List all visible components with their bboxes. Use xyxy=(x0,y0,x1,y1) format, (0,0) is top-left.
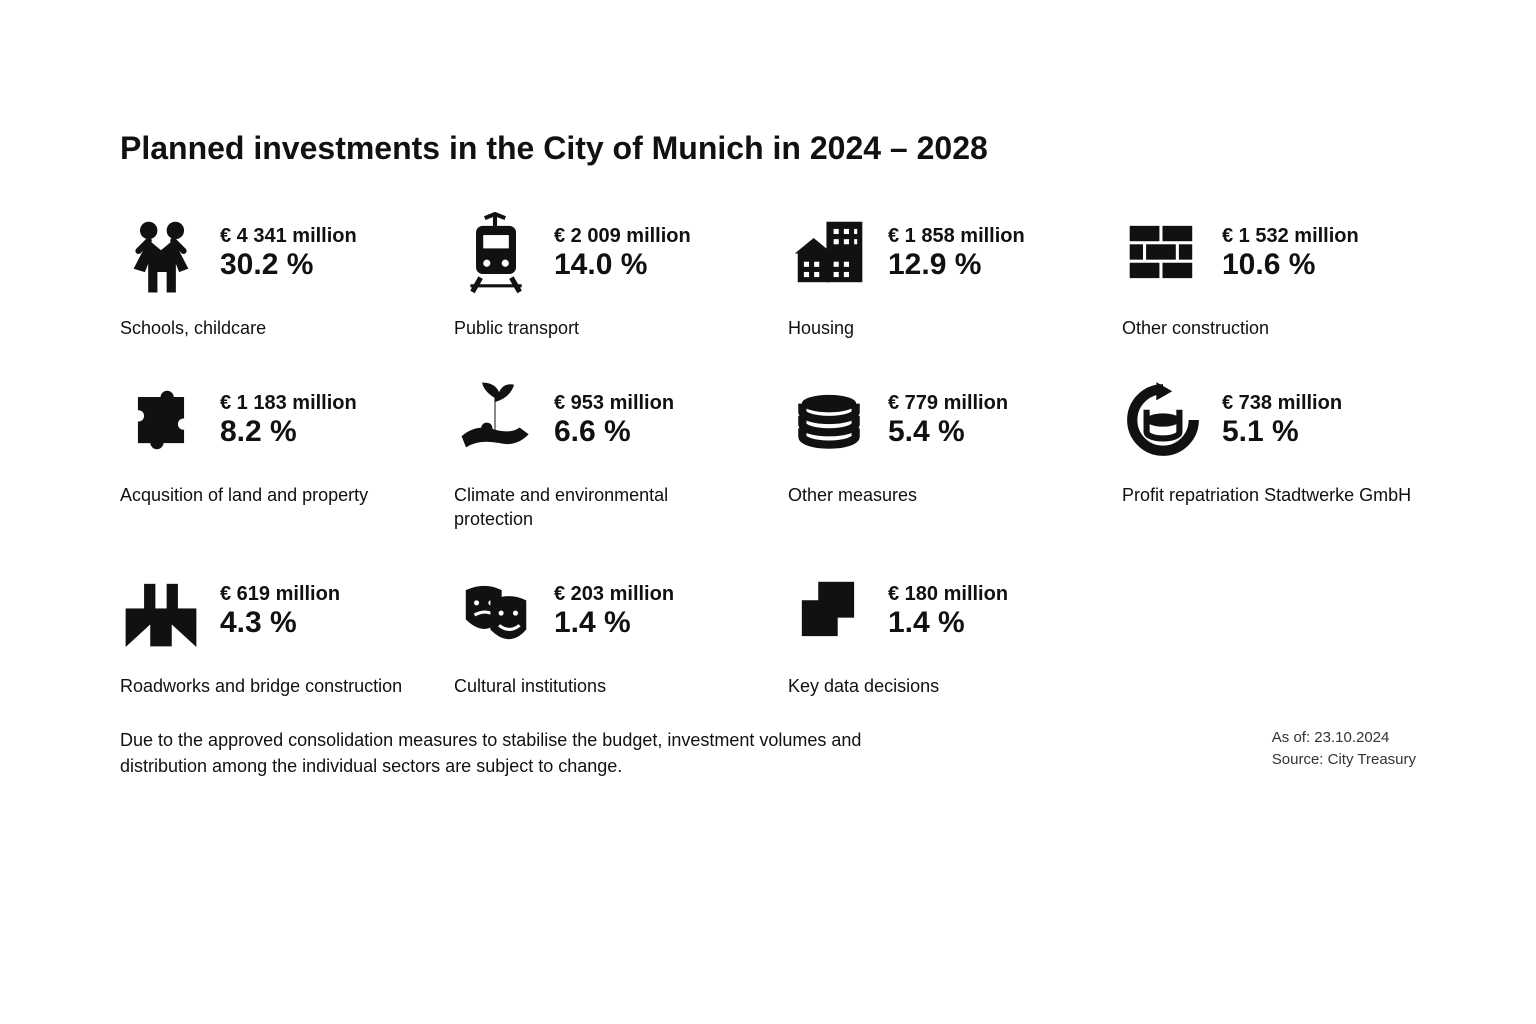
category-label: Profit repatriation Stadtwerke GmbH xyxy=(1122,484,1416,507)
squares-icon xyxy=(788,570,870,652)
amount: € 953 million xyxy=(554,392,674,415)
category-label: Public transport xyxy=(454,317,748,340)
investment-item: € 953 million6.6 % Climate and environmen… xyxy=(454,370,748,531)
puzzle-icon xyxy=(120,379,202,461)
category-label: Climate and environmental protection xyxy=(454,484,748,531)
plant-icon xyxy=(454,379,536,461)
category-label: Schools, childcare xyxy=(120,317,414,340)
coins-icon xyxy=(788,379,870,461)
percent: 30.2 % xyxy=(220,248,357,282)
page-title: Planned investments in the City of Munic… xyxy=(120,130,1416,167)
children-icon xyxy=(120,212,202,294)
investment-grid: € 4 341 million30.2 %Schools, childcare€… xyxy=(120,203,1416,699)
theater-icon xyxy=(454,570,536,652)
amount: € 1 532 million xyxy=(1222,225,1359,248)
percent: 1.4 % xyxy=(554,606,674,640)
as-of: As of: 23.10.2024 xyxy=(1272,727,1416,750)
category-label: Cultural institutions xyxy=(454,675,748,698)
investment-item: € 1 858 million12.9 % Housing xyxy=(788,203,1082,340)
amount: € 2 009 million xyxy=(554,225,691,248)
bricks-icon xyxy=(1122,212,1204,294)
footnote: Due to the approved consolidation measur… xyxy=(120,727,940,779)
investment-item: € 180 million1.4 % Key data decisions xyxy=(788,561,1082,698)
category-label: Housing xyxy=(788,317,1082,340)
amount: € 738 million xyxy=(1222,392,1342,415)
category-label: Roadworks and bridge construction xyxy=(120,675,414,698)
source: Source: City Treasury xyxy=(1272,749,1416,772)
category-label: Acqusition of land and property xyxy=(120,484,414,507)
category-label: Key data decisions xyxy=(788,675,1082,698)
investment-item: € 1 532 million10.6 % Other construction xyxy=(1122,203,1416,340)
percent: 12.9 % xyxy=(888,248,1025,282)
investment-item: € 203 million1.4 % Cultural institutions xyxy=(454,561,748,698)
amount: € 4 341 million xyxy=(220,225,357,248)
category-label: Other measures xyxy=(788,484,1082,507)
tram-icon xyxy=(454,212,536,294)
investment-item: € 779 million5.4 % Other measures xyxy=(788,370,1082,531)
percent: 10.6 % xyxy=(1222,248,1359,282)
housing-icon xyxy=(788,212,870,294)
investment-item: € 738 million5.1 % Profit repatriation St… xyxy=(1122,370,1416,531)
investment-item: € 4 341 million30.2 % Schools, childcare xyxy=(120,203,414,340)
category-label: Other construction xyxy=(1122,317,1416,340)
percent: 8.2 % xyxy=(220,415,357,449)
percent: 5.1 % xyxy=(1222,415,1342,449)
percent: 4.3 % xyxy=(220,606,340,640)
amount: € 619 million xyxy=(220,583,340,606)
bridge-icon xyxy=(120,570,202,652)
percent: 5.4 % xyxy=(888,415,1008,449)
percent: 1.4 % xyxy=(888,606,1008,640)
cycle-icon xyxy=(1122,379,1204,461)
investment-item: € 1 183 million8.2 % Acqusition of land a… xyxy=(120,370,414,531)
investment-item: € 2 009 million14.0 % Public transport xyxy=(454,203,748,340)
percent: 14.0 % xyxy=(554,248,691,282)
amount: € 779 million xyxy=(888,392,1008,415)
amount: € 180 million xyxy=(888,583,1008,606)
amount: € 203 million xyxy=(554,583,674,606)
investment-item: € 619 million4.3 % Roadworks and bridge c… xyxy=(120,561,414,698)
percent: 6.6 % xyxy=(554,415,674,449)
amount: € 1 858 million xyxy=(888,225,1025,248)
amount: € 1 183 million xyxy=(220,392,357,415)
meta-block: As of: 23.10.2024 Source: City Treasury xyxy=(1272,727,1416,772)
